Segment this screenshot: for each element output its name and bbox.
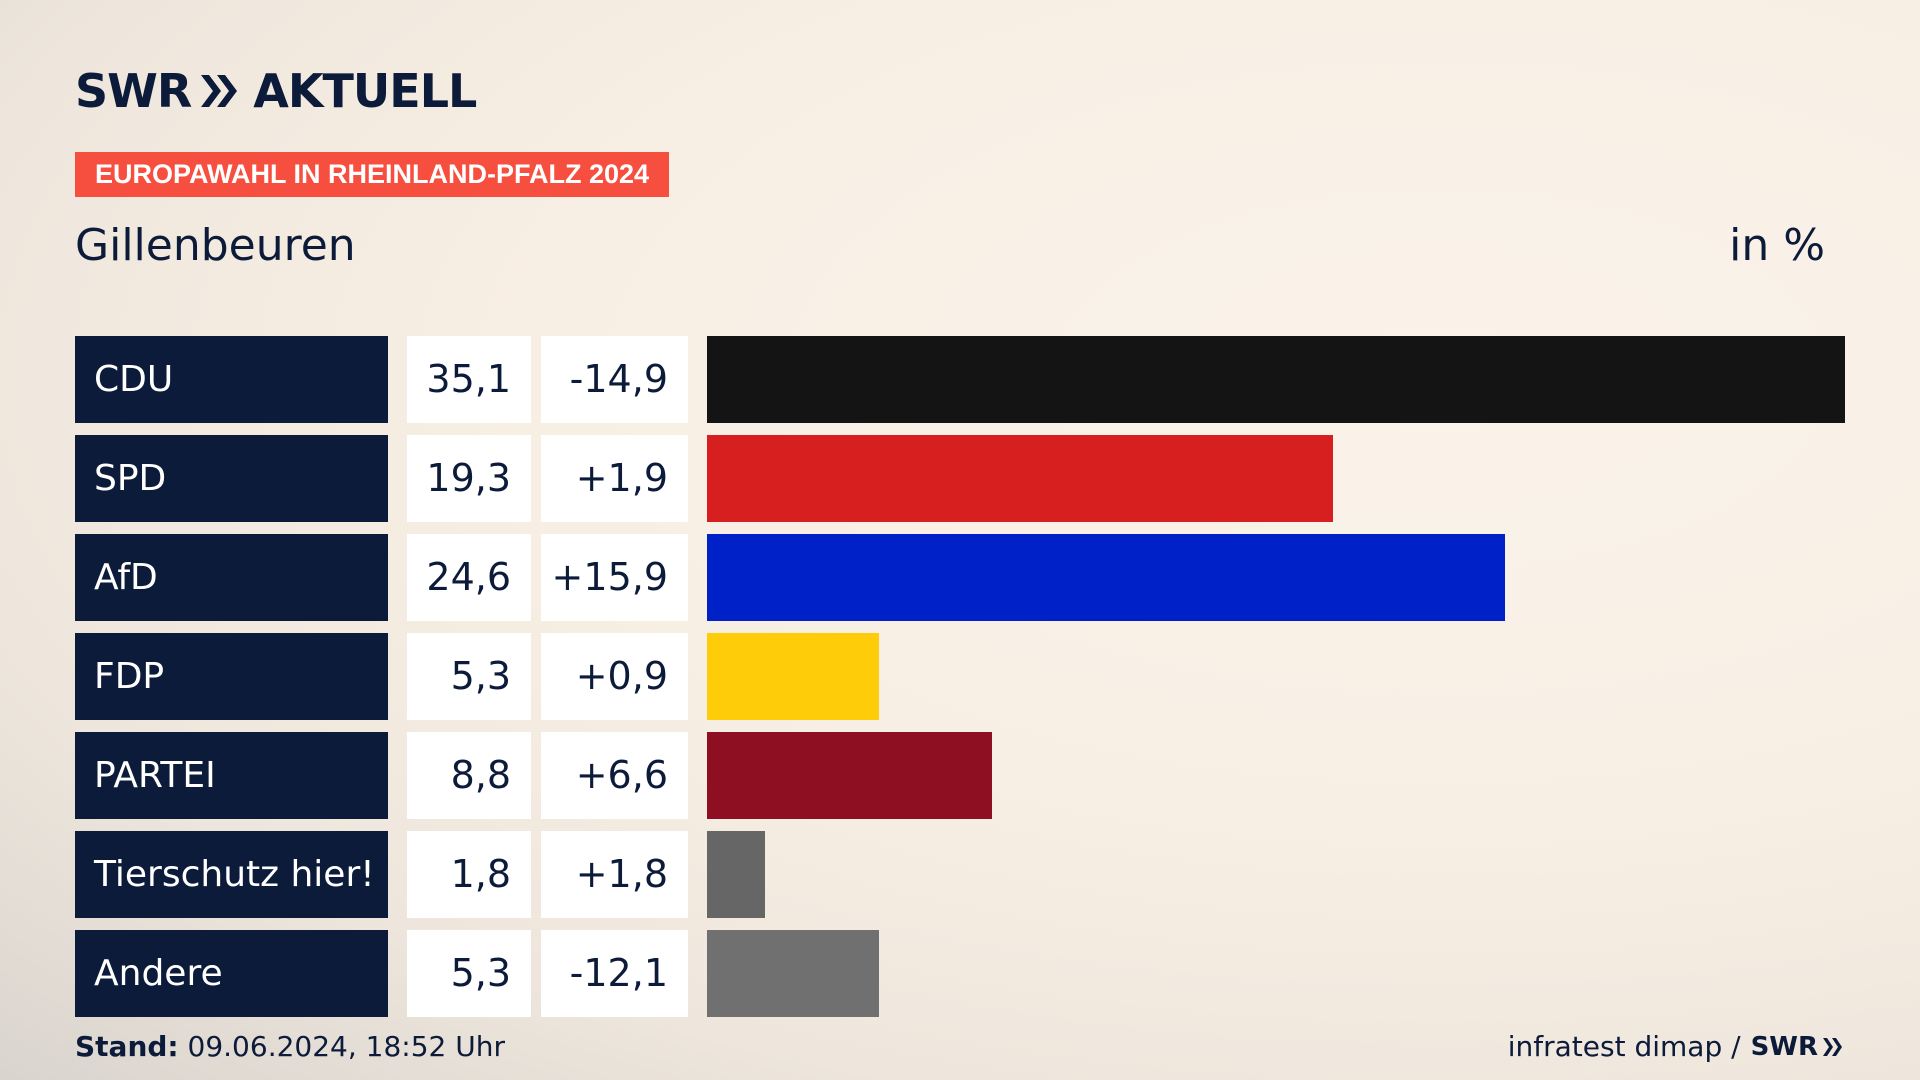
bar: [707, 435, 1333, 522]
bar: [707, 930, 879, 1017]
stand-label: Stand:: [75, 1030, 179, 1063]
diff-label: +1,9: [541, 435, 688, 522]
party-label: PARTEI: [75, 732, 388, 819]
chart-row: SPD 19,3 +1,9: [0, 435, 1920, 522]
logo-aktuell-text: AKTUELL: [253, 64, 477, 118]
small-double-chevron-icon: [1823, 1037, 1842, 1056]
source-text: infratest dimap /: [1507, 1030, 1741, 1063]
value-label: 35,1: [407, 336, 531, 423]
swr-small-logo: SWR: [1751, 1032, 1844, 1062]
value-label: 8,8: [407, 732, 531, 819]
swr-small-logo-text: SWR: [1750, 1031, 1818, 1062]
bar: [707, 633, 879, 720]
logo-swr-text: SWR: [75, 64, 192, 118]
value-label: 1,8: [407, 831, 531, 918]
chart-row: Tierschutz hier! 1,8 +1,8: [0, 831, 1920, 918]
diff-label: +0,9: [541, 633, 688, 720]
chart-row: AfD 24,6 +15,9: [0, 534, 1920, 621]
diff-label: +1,8: [541, 831, 688, 918]
value-label: 24,6: [407, 534, 531, 621]
value-label: 19,3: [407, 435, 531, 522]
diff-label: +6,6: [541, 732, 688, 819]
chart-row: PARTEI 8,8 +6,6: [0, 732, 1920, 819]
bar: [707, 831, 765, 918]
diff-label: +15,9: [541, 534, 688, 621]
chart-row: CDU 35,1 -14,9: [0, 336, 1920, 423]
party-label: Andere: [75, 930, 388, 1017]
source: infratest dimap / SWR: [1508, 1030, 1844, 1063]
double-chevron-icon: [201, 75, 238, 107]
chart-row: Andere 5,3 -12,1: [0, 930, 1920, 1017]
chart-row: FDP 5,3 +0,9: [0, 633, 1920, 720]
swr-aktuell-logo: SWR AKTUELL: [75, 64, 477, 118]
bar: [707, 336, 1845, 423]
diff-label: -12,1: [541, 930, 688, 1017]
party-label: FDP: [75, 633, 388, 720]
diff-label: -14,9: [541, 336, 688, 423]
bar: [707, 732, 992, 819]
location-title: Gillenbeuren: [75, 220, 356, 271]
bar: [707, 534, 1505, 621]
stand-value: 09.06.2024, 18:52 Uhr: [187, 1030, 505, 1063]
value-label: 5,3: [407, 633, 531, 720]
party-label: AfD: [75, 534, 388, 621]
value-label: 5,3: [407, 930, 531, 1017]
election-badge: EUROPAWAHL IN RHEINLAND-PFALZ 2024: [75, 152, 670, 197]
unit-label: in %: [1729, 220, 1825, 271]
party-label: CDU: [75, 336, 388, 423]
party-label: Tierschutz hier!: [75, 831, 388, 918]
party-label: SPD: [75, 435, 388, 522]
timestamp: Stand: 09.06.2024, 18:52 Uhr: [75, 1030, 505, 1063]
